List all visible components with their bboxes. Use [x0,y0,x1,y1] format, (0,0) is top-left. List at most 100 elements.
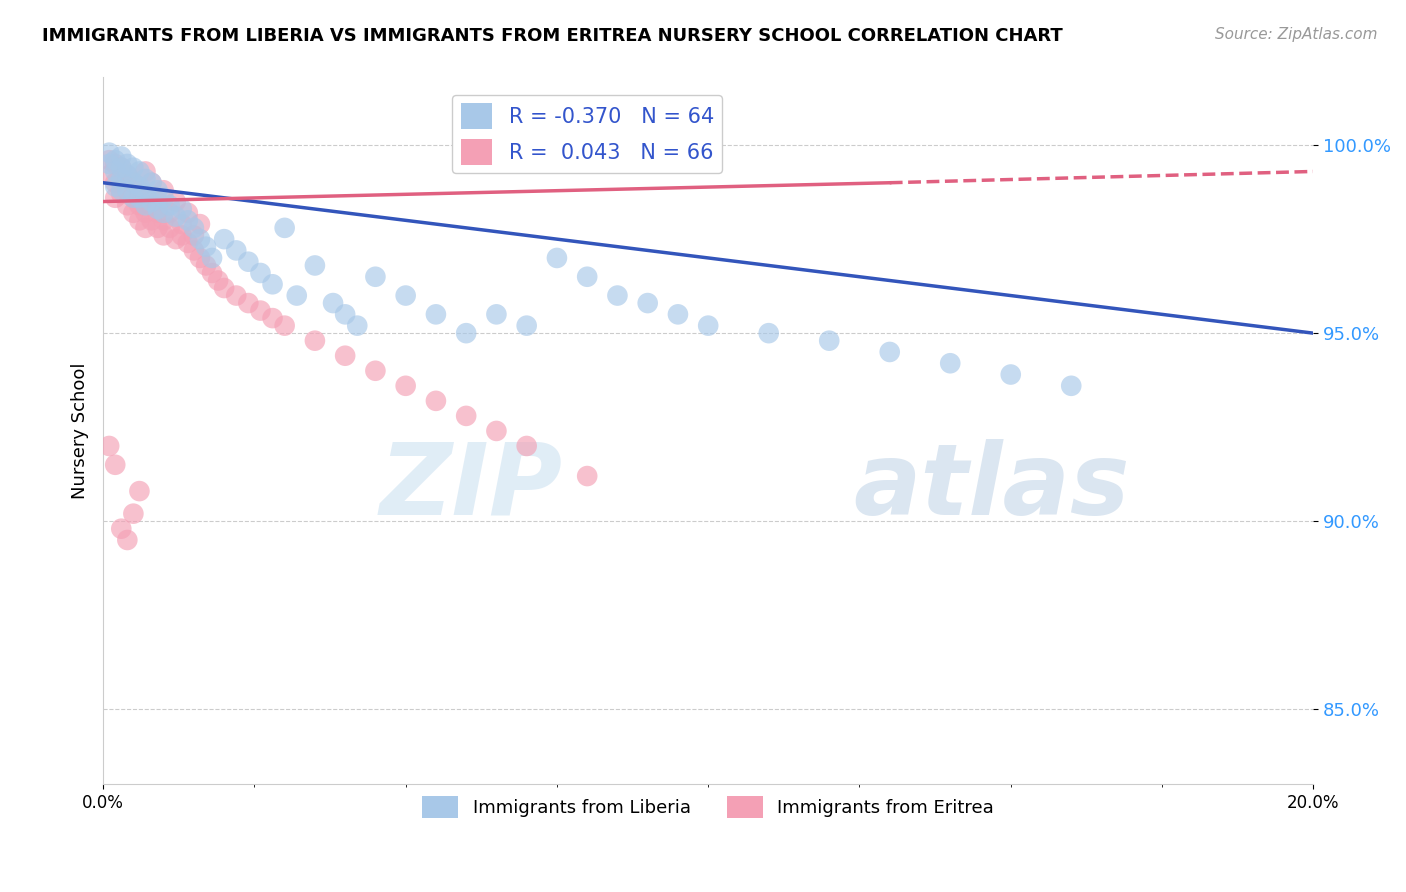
Point [117,533,139,547]
Point [188,217,211,231]
Point [637,296,659,310]
Point [134,187,156,202]
Point [201,266,224,280]
Point [110,161,132,175]
Point [134,198,156,212]
Point [122,191,145,205]
Text: atlas: atlas [853,439,1130,536]
Point [159,206,181,220]
Point [117,168,139,182]
Point [117,198,139,212]
Point [304,334,326,348]
Point [128,191,150,205]
Legend: Immigrants from Liberia, Immigrants from Eritrea: Immigrants from Liberia, Immigrants from… [415,789,1001,825]
Point [104,176,127,190]
Point [141,213,163,227]
Point [195,259,218,273]
Point [110,161,132,175]
Text: ZIP: ZIP [380,439,562,536]
Point [207,273,229,287]
Point [273,318,295,333]
Point [134,172,156,186]
Point [304,259,326,273]
Point [122,176,145,190]
Point [110,176,132,190]
Point [117,183,139,197]
Point [104,179,127,194]
Point [212,281,235,295]
Point [262,311,284,326]
Point [201,251,224,265]
Point [104,164,127,178]
Point [516,318,538,333]
Point [122,191,145,205]
Point [98,145,121,160]
Point [188,251,211,265]
Point [170,217,193,231]
Point [134,191,156,205]
Point [141,176,163,190]
Point [141,194,163,209]
Point [128,198,150,212]
Point [110,522,132,536]
Point [165,232,187,246]
Point [146,202,169,216]
Point [183,220,205,235]
Point [117,183,139,197]
Point [485,424,508,438]
Point [395,379,418,393]
Point [1000,368,1022,382]
Point [183,228,205,243]
Point [117,168,139,182]
Text: Source: ZipAtlas.com: Source: ZipAtlas.com [1215,27,1378,42]
Point [456,409,478,423]
Point [758,326,780,340]
Point [128,484,150,499]
Point [346,318,368,333]
Point [576,269,599,284]
Point [134,164,156,178]
Point [122,176,145,190]
Point [666,307,689,321]
Point [152,206,174,220]
Point [170,228,193,243]
Point [249,266,271,280]
Point [879,345,901,359]
Point [152,191,174,205]
Point [333,349,356,363]
Y-axis label: Nursery School: Nursery School [72,363,89,500]
Point [110,183,132,197]
Point [516,439,538,453]
Point [262,277,284,292]
Point [128,213,150,227]
Point [141,176,163,190]
Point [364,269,387,284]
Point [177,235,200,250]
Point [456,326,478,340]
Point [165,194,187,209]
Point [177,213,200,227]
Point [110,172,132,186]
Point [225,244,247,258]
Point [195,240,218,254]
Point [165,210,187,224]
Point [939,356,962,370]
Point [188,232,211,246]
Point [122,206,145,220]
Point [128,164,150,178]
Point [98,439,121,453]
Point [104,153,127,168]
Point [104,157,127,171]
Point [104,191,127,205]
Point [104,458,127,472]
Point [110,149,132,163]
Point [117,157,139,171]
Point [395,288,418,302]
Point [146,220,169,235]
Point [546,251,568,265]
Point [322,296,344,310]
Point [1060,379,1083,393]
Point [425,307,447,321]
Point [159,220,181,235]
Point [485,307,508,321]
